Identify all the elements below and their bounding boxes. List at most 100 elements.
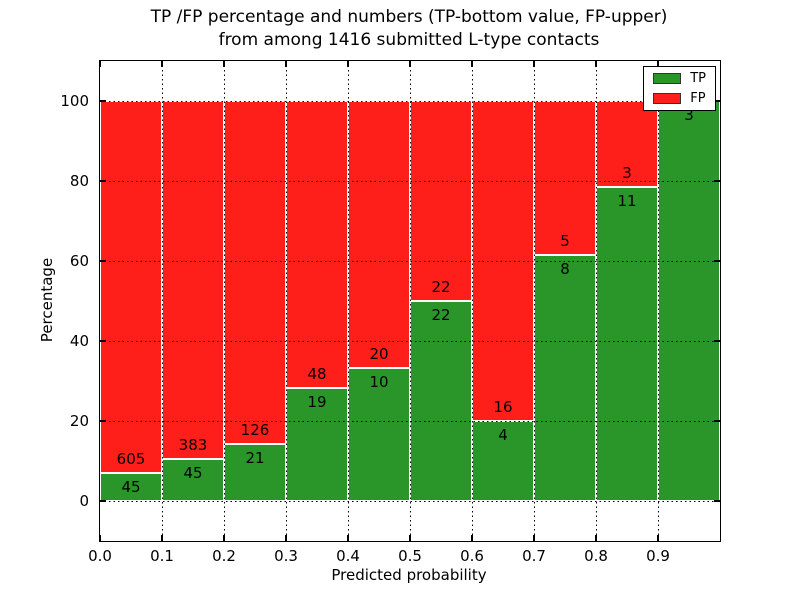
x-tick-bottom — [533, 535, 535, 541]
tp-count-label: 21 — [245, 448, 265, 467]
x-tick-bottom — [657, 535, 659, 541]
tp-count-label: 11 — [617, 191, 637, 210]
y-tick-left — [100, 420, 106, 422]
y-tick-left — [100, 180, 106, 182]
y-tick-right — [714, 260, 720, 262]
x-tick-label: 0.7 — [522, 547, 546, 565]
v-gridline — [471, 61, 473, 541]
v-gridline — [161, 61, 163, 541]
bar-tp — [658, 101, 720, 501]
fp-count-label: 126 — [240, 420, 270, 439]
x-tick-bottom — [285, 535, 287, 541]
x-tick-bottom — [161, 535, 163, 541]
y-axis-label: Percentage — [38, 257, 56, 343]
plot-area: 45 605 45 383 21 126 19 48 10 20 22 22 4 16 8 5 11 3 3 0 20 4… — [60, 60, 721, 565]
x-tick-bottom — [471, 535, 473, 541]
y-tick-right — [714, 500, 720, 502]
y-tick-left — [100, 500, 106, 502]
tp-count-label: 22 — [431, 306, 451, 324]
x-tick-top — [657, 61, 659, 67]
y-tick-right — [714, 340, 720, 342]
fp-count-label: 48 — [307, 364, 327, 383]
bar-fp — [224, 101, 286, 444]
y-tick-label: 0 — [79, 492, 89, 510]
x-tick-top — [285, 61, 287, 67]
x-tick-bottom — [409, 535, 411, 541]
bar-tp — [596, 186, 658, 501]
bar-tp — [534, 254, 596, 501]
fp-count-label: 383 — [178, 435, 208, 454]
x-tick-top — [409, 61, 411, 67]
tp-count-label: 19 — [307, 392, 327, 411]
fp-count-label: 3 — [622, 163, 632, 182]
tp-count-label: 45 — [121, 478, 141, 497]
tp-count-label: 3 — [684, 106, 694, 124]
x-tick-label: 0.9 — [646, 547, 670, 565]
fp-count-label: 16 — [493, 398, 513, 416]
x-tick-bottom — [595, 535, 597, 541]
tp-count-label: 45 — [183, 463, 203, 482]
y-tick-right — [714, 180, 720, 182]
v-gridline — [347, 61, 349, 541]
chart-title-line2: from among 1416 submitted L-type contact… — [218, 30, 600, 50]
bar-tp — [472, 421, 534, 501]
x-tick-top — [595, 61, 597, 67]
legend-label-fp: FP — [690, 91, 706, 106]
x-tick-top — [99, 61, 101, 67]
y-tick-left — [100, 100, 106, 102]
v-gridline — [285, 61, 287, 541]
bar-fp — [100, 101, 162, 474]
y-tick-label: 20 — [69, 412, 89, 430]
legend-label-tp: TP — [690, 71, 706, 86]
x-tick-label: 0.8 — [584, 547, 608, 565]
y-tick-left — [100, 260, 106, 262]
x-tick-top — [161, 61, 163, 67]
x-tick-label: 0.3 — [274, 547, 298, 565]
x-tick-label: 0.1 — [150, 547, 174, 565]
x-tick-bottom — [347, 535, 349, 541]
fp-count-label: 22 — [431, 278, 451, 296]
bar-tp — [100, 473, 162, 501]
tp-count-label: 8 — [560, 259, 570, 278]
x-tick-top — [347, 61, 349, 67]
y-tick-left — [100, 340, 106, 342]
tp-count-label: 10 — [369, 372, 389, 391]
bar-tp — [162, 458, 224, 501]
legend-item-tp: TP — [653, 71, 706, 86]
x-tick-bottom — [99, 535, 101, 541]
v-gridline — [595, 61, 597, 541]
chart-title-line1: TP /FP percentage and numbers (TP-bottom… — [150, 7, 668, 27]
bar-tp — [224, 443, 286, 501]
fp-count-label: 5 — [560, 231, 570, 250]
bar-fp — [410, 101, 472, 301]
bar-fp — [286, 101, 348, 388]
y-tick-label: 60 — [69, 252, 89, 270]
chart-title: TP /FP percentage and numbers (TP-bottom… — [99, 6, 719, 52]
legend-item-fp: FP — [653, 91, 706, 106]
x-tick-label: 0.0 — [88, 547, 112, 565]
x-tick-bottom — [223, 535, 225, 541]
x-tick-label: 0.5 — [398, 547, 422, 565]
y-tick-label: 80 — [69, 172, 89, 190]
x-tick-label: 0.4 — [336, 547, 360, 565]
x-tick-label: 0.6 — [460, 547, 484, 565]
x-tick-top — [533, 61, 535, 67]
v-gridline — [409, 61, 411, 541]
x-axis-label: Predicted probability — [331, 566, 487, 584]
bar-fp — [162, 101, 224, 459]
fp-count-label: 605 — [116, 450, 146, 469]
v-gridline — [223, 61, 225, 541]
tp-count-label: 4 — [498, 426, 508, 444]
bar-fp — [348, 101, 410, 368]
x-tick-label: 0.2 — [212, 547, 236, 565]
tp-swatch-icon — [653, 73, 682, 84]
y-tick-label: 40 — [69, 332, 89, 350]
y-tick-right — [714, 100, 720, 102]
x-tick-top — [223, 61, 225, 67]
fp-count-label: 20 — [369, 344, 389, 363]
v-gridline — [533, 61, 535, 541]
v-gridline — [657, 61, 659, 541]
fp-swatch-icon — [653, 93, 682, 104]
x-tick-top — [471, 61, 473, 67]
